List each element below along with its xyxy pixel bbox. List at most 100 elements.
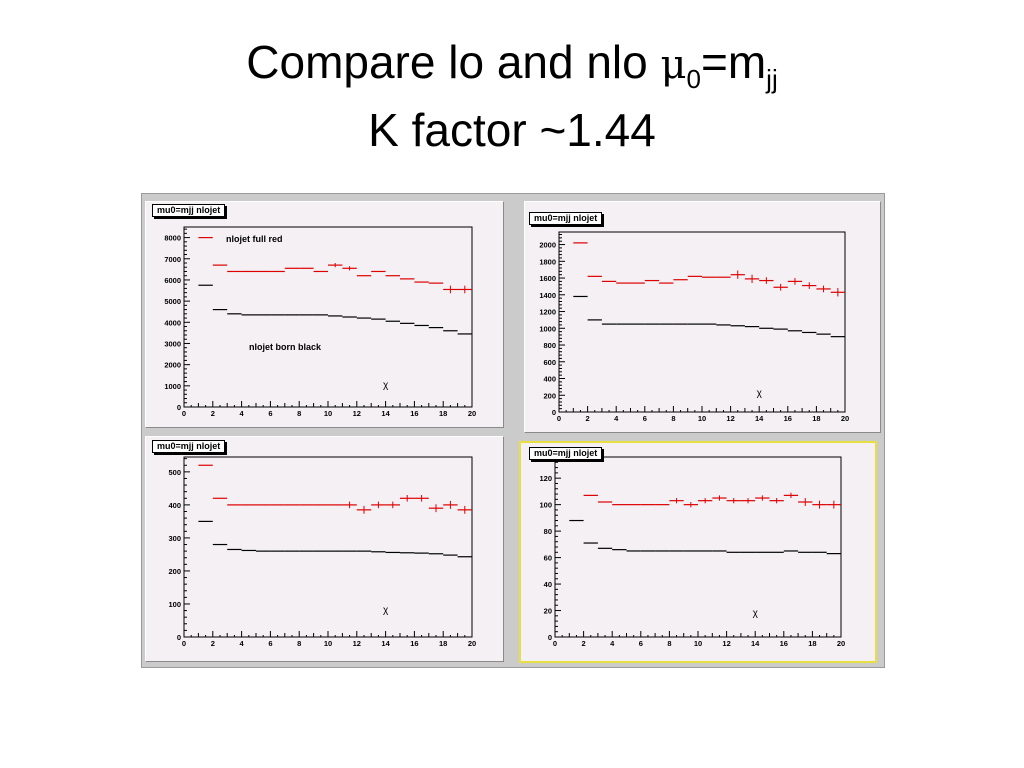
legend-annotation: nlojet full red [226, 234, 283, 244]
root-canvas: 0 1000 2000 3000 4000 5000 6000 7000 8000 0 2 4 6 8 10… [141, 193, 885, 668]
y-tick-label: 1600 [539, 274, 556, 283]
x-tick-label: 18 [439, 639, 447, 648]
plot-frame [183, 226, 473, 408]
x-tick-label: 2 [211, 409, 215, 418]
x-tick-label: 18 [439, 409, 447, 418]
x-tick-label: 6 [643, 414, 647, 423]
x-tick-label: 2 [582, 639, 586, 648]
slide-title-line2: K factor ~1.44 [368, 104, 656, 156]
chart-top-left: 0 1000 2000 3000 4000 5000 6000 7000 8000 0 2 4 6 8 10… [164, 226, 476, 418]
x-tick-label: 6 [268, 639, 272, 648]
x-tick-label: 0 [557, 414, 561, 423]
y-tick-label: 1800 [539, 257, 556, 266]
chart-bottom-right: 0 20 40 60 80 100 120 0 2 4 6 8 10 12 14 16 18 20 χ [539, 456, 845, 648]
histogram-title-box: mu0=mjj nlojet [529, 447, 603, 460]
y-tick-label: 20 [544, 607, 552, 616]
y-tick-label: 0 [177, 403, 181, 412]
y-tick-label: 2000 [164, 361, 181, 370]
x-tick-label: 0 [182, 409, 186, 418]
x-tick-label: 8 [671, 414, 675, 423]
y-tick-label: 400 [168, 501, 181, 510]
x-tick-label: 4 [240, 409, 245, 418]
y-tick-label: 5000 [164, 297, 181, 306]
pad-top-left[interactable]: 0 1000 2000 3000 4000 5000 6000 7000 8000 0 2 4 6 8 10… [145, 201, 504, 428]
x-tick-label: 12 [353, 639, 361, 648]
x-tick-label: 18 [812, 414, 820, 423]
y-tick-label: 1200 [539, 308, 556, 317]
y-tick-label: 60 [544, 554, 552, 563]
y-tick-label: 1400 [539, 291, 556, 300]
title-subscript-0: 0 [686, 64, 701, 94]
x-tick-label: 4 [610, 639, 615, 648]
x-tick-label: 14 [755, 414, 764, 423]
y-tick-label: 3000 [164, 339, 181, 348]
x-axis-label: χ [383, 605, 389, 616]
y-tick-label: 100 [168, 600, 181, 609]
title-equals-m: =m [700, 36, 767, 88]
y-tick-label: 80 [544, 527, 552, 536]
y-tick-label: 800 [543, 341, 556, 350]
y-tick-label: 0 [552, 408, 556, 417]
pad-bottom-left[interactable]: 0 100 200 300 400 500 0 2 4 6 8 10 12 14 16 18 20 χ mu0=m… [145, 436, 504, 662]
y-tick-label: 600 [543, 358, 556, 367]
x-tick-label: 6 [639, 639, 643, 648]
x-tick-label: 6 [268, 409, 272, 418]
y-tick-label: 500 [168, 468, 181, 477]
x-tick-label: 12 [726, 414, 734, 423]
y-tick-label: 2000 [539, 241, 556, 250]
y-tick-label: 200 [168, 567, 181, 576]
plot-frame [183, 456, 473, 638]
y-tick-label: 8000 [164, 234, 181, 243]
x-tick-label: 18 [808, 639, 816, 648]
x-tick-label: 0 [553, 639, 557, 648]
x-tick-label: 10 [324, 409, 332, 418]
x-tick-label: 2 [586, 414, 590, 423]
y-tick-label: 100 [539, 501, 552, 510]
plot-frame [554, 456, 842, 638]
x-tick-label: 14 [381, 639, 390, 648]
x-tick-label: 8 [297, 409, 301, 418]
y-tick-label: 6000 [164, 276, 181, 285]
x-tick-label: 16 [784, 414, 792, 423]
y-tick-label: 0 [177, 633, 181, 642]
slide-title-line1: Compare lo and nlo μ0=mjj [0, 36, 1024, 94]
y-tick-label: 400 [543, 375, 556, 384]
x-tick-label: 20 [837, 639, 845, 648]
pad-top-right[interactable]: 0 200 400 600 800 1000 1200 1400 1600 1800 2000 0 2 4… [524, 201, 881, 433]
x-tick-label: 8 [297, 639, 301, 648]
title-text: Compare lo and nlo [246, 36, 661, 88]
x-tick-label: 4 [240, 639, 245, 648]
x-tick-label: 12 [722, 639, 730, 648]
x-tick-label: 20 [841, 414, 849, 423]
plot-frame [558, 231, 846, 413]
y-tick-label: 0 [548, 633, 552, 642]
title-subscript-jj: jj [766, 64, 778, 94]
y-tick-label: 200 [543, 391, 556, 400]
x-tick-label: 16 [410, 409, 418, 418]
x-tick-label: 0 [182, 639, 186, 648]
legend-annotation: nlojet born black [249, 342, 322, 352]
y-tick-label: 4000 [164, 318, 181, 327]
x-axis-label: χ [757, 388, 763, 399]
title-mu-symbol: μ [660, 42, 687, 88]
chart-top-right: 0 200 400 600 800 1000 1200 1400 1600 1800 2000 0 2 4… [539, 231, 849, 423]
x-tick-label: 8 [667, 639, 671, 648]
chart-bottom-left: 0 100 200 300 400 500 0 2 4 6 8 10 12 14 16 18 20 χ [168, 456, 476, 648]
y-tick-label: 1000 [539, 324, 556, 333]
y-tick-label: 40 [544, 580, 552, 589]
x-axis-label: χ [383, 380, 389, 391]
pad-bottom-right[interactable]: 0 20 40 60 80 100 120 0 2 4 6 8 10 12 14 16 18 20 χ mu0=mj… [519, 441, 877, 663]
histogram-title-box: mu0=mjj nlojet [529, 212, 603, 225]
y-tick-label: 1000 [164, 382, 181, 391]
x-tick-label: 10 [324, 639, 332, 648]
x-tick-label: 10 [698, 414, 706, 423]
y-tick-label: 300 [168, 534, 181, 543]
histogram-title-box: mu0=mjj nlojet [152, 440, 226, 453]
x-tick-label: 20 [468, 409, 476, 418]
x-tick-label: 14 [381, 409, 390, 418]
x-tick-label: 12 [353, 409, 361, 418]
x-tick-label: 14 [751, 639, 760, 648]
x-tick-label: 16 [410, 639, 418, 648]
y-tick-label: 7000 [164, 255, 181, 264]
x-tick-label: 16 [780, 639, 788, 648]
